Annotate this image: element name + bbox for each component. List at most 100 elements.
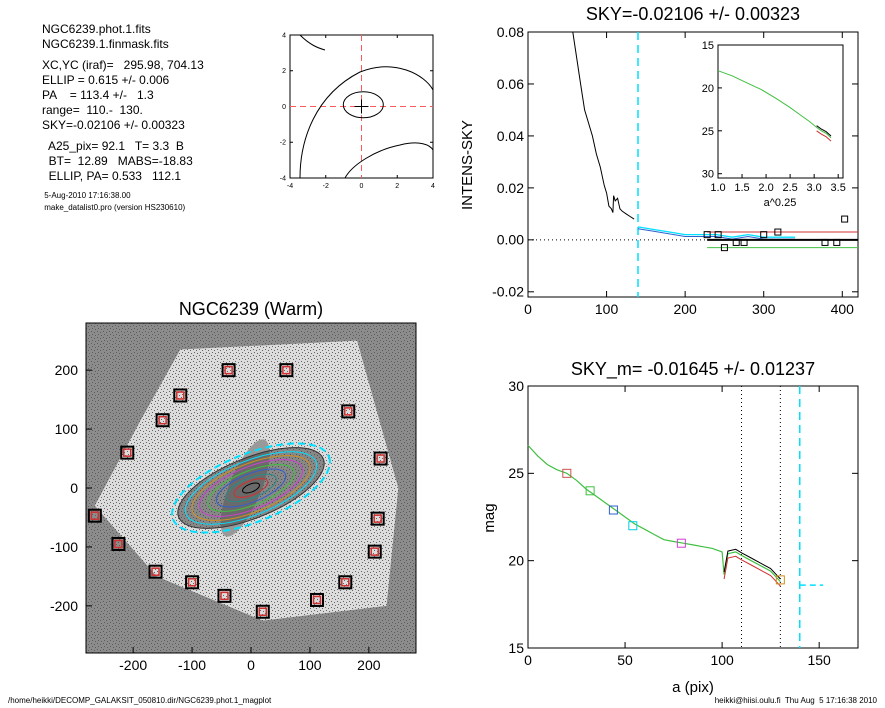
sky-box-marker bbox=[148, 564, 163, 579]
info-bt: BT= 12.89 MABS=-18.83 bbox=[42, 154, 193, 168]
isophote-ring bbox=[215, 468, 287, 508]
inset-frame bbox=[717, 44, 844, 179]
sky-title: SKY=-0.02106 +/- 0.00323 bbox=[586, 4, 800, 24]
contour-ytick-label: -2 bbox=[280, 140, 286, 147]
inset-xtick-label: 3.0 bbox=[807, 182, 822, 194]
mag-xtick-label: 0 bbox=[524, 652, 532, 668]
sky-box-marker-inner bbox=[187, 578, 197, 587]
isophote-ring bbox=[225, 473, 277, 503]
inset-xtick-label: 1.0 bbox=[710, 182, 725, 194]
sky-point bbox=[774, 228, 782, 236]
info-sky: SKY=-0.02106 +/- 0.00323 bbox=[42, 118, 185, 132]
contour-xtick-label: 0 bbox=[360, 183, 364, 190]
info-ellip-pa: ELLIP, PA= 0.533 112.1 bbox=[42, 169, 182, 183]
sky-box-marker-inner bbox=[224, 365, 233, 375]
mag-curve-red bbox=[723, 555, 781, 587]
sky-box-marker-inner bbox=[373, 514, 382, 523]
sky-box-marker-inner bbox=[90, 511, 100, 520]
isophote-ring bbox=[233, 478, 269, 498]
sky-box-marker bbox=[341, 404, 356, 419]
mag-marker bbox=[676, 538, 686, 548]
sky-xtick-label: 0 bbox=[524, 301, 532, 317]
inset-ytick-label: 20 bbox=[702, 83, 714, 95]
sky-box-marker bbox=[111, 536, 126, 551]
inset-ytick-label: 25 bbox=[702, 126, 714, 138]
sky-ytick-label: 0.00 bbox=[497, 232, 524, 248]
sky-xtick-label: 400 bbox=[831, 301, 855, 317]
mag-curve bbox=[527, 444, 781, 583]
sky-box-marker bbox=[310, 592, 324, 607]
sky-box-marker-inner bbox=[282, 365, 291, 375]
sky-box-marker-inner bbox=[151, 567, 160, 576]
sky-box-marker-inner bbox=[312, 595, 322, 605]
footer-host: heikki@hiisi.oulu.fi Thu Aug 5 17:16:38 … bbox=[714, 696, 877, 705]
inset-xtick-label: 1.5 bbox=[734, 182, 749, 194]
info-center: XC,YC (iraf)= 295.98, 704.13 bbox=[42, 58, 204, 72]
info-range: range= 110.- 130. bbox=[42, 103, 143, 117]
contour-ytick-label: 2 bbox=[282, 68, 286, 75]
inset-curve bbox=[717, 70, 832, 139]
sky-xtick-label: 100 bbox=[595, 301, 619, 317]
sky-box-marker-inner bbox=[114, 539, 123, 549]
mag-marker bbox=[628, 521, 638, 531]
mag-marker bbox=[775, 575, 785, 585]
sky-point bbox=[740, 238, 748, 246]
mag-ytick-label: 30 bbox=[508, 378, 524, 394]
image-ytick-label: -200 bbox=[50, 598, 78, 614]
sky-xtick-label: 200 bbox=[673, 301, 697, 317]
sky-point bbox=[821, 238, 829, 246]
mag-curve-black bbox=[723, 548, 781, 580]
mag-ytick-label: 25 bbox=[508, 465, 524, 481]
info-maskname: NGC6239.1.finmask.fits bbox=[42, 37, 169, 51]
contour-xtick-label: -2 bbox=[323, 183, 329, 190]
mag-ytick-label: 20 bbox=[508, 553, 524, 569]
contour-ytick-label: -4 bbox=[280, 175, 286, 182]
sky-ytick-label: 0.04 bbox=[497, 128, 524, 144]
contour-lower bbox=[344, 142, 434, 179]
image-xtick-label: 0 bbox=[247, 657, 255, 673]
inset-xlabel: a^0.25 bbox=[764, 197, 797, 209]
footer-path: /home/heikki/DECOMP_GALAKSIT_050810.dir/… bbox=[8, 696, 272, 705]
isophote-ring bbox=[191, 455, 311, 521]
info-date: 5-Aug-2010 17:16:38.00 bbox=[42, 191, 131, 200]
isophote-ring bbox=[207, 464, 295, 512]
sky-box-marker-inner bbox=[370, 547, 379, 556]
isophote-ring bbox=[242, 482, 260, 494]
sky-point bbox=[833, 238, 841, 246]
contour-corner bbox=[299, 34, 326, 51]
sky-outer-profile bbox=[637, 226, 796, 238]
contour-inner bbox=[342, 91, 384, 119]
sky-box-marker bbox=[221, 363, 236, 378]
sky-point bbox=[841, 215, 849, 223]
info-filename: NGC6239.phot.1.fits bbox=[42, 22, 151, 36]
mag-marker bbox=[562, 468, 572, 478]
mag-marker bbox=[585, 486, 595, 496]
contour-outer bbox=[299, 66, 434, 179]
image-title: NGC6239 (Warm) bbox=[179, 299, 323, 319]
sky-box-marker bbox=[87, 508, 102, 523]
image-ytick-label: -100 bbox=[50, 539, 78, 555]
contour-ytick-label: 4 bbox=[282, 32, 286, 39]
sky-point bbox=[703, 231, 711, 239]
contour-xtick-label: -4 bbox=[287, 183, 293, 190]
sky-box-marker-inner bbox=[176, 391, 185, 400]
mag-ylabel: mag bbox=[481, 503, 498, 532]
isophote-ring bbox=[177, 447, 325, 529]
sky-box-marker-inner bbox=[376, 454, 385, 463]
sky-ytick-label: 0.06 bbox=[497, 76, 524, 92]
inset-xtick-label: 3.5 bbox=[831, 182, 846, 194]
mag-xtick-label: 100 bbox=[710, 652, 734, 668]
sky-frame bbox=[527, 31, 859, 298]
inset-ytick-label: 15 bbox=[702, 40, 714, 52]
inset-curve-red bbox=[816, 130, 832, 142]
sky-ytick-label: 0.02 bbox=[497, 180, 524, 196]
sky-ytick-label: 0.08 bbox=[497, 24, 524, 40]
mag-xlabel: a (pix) bbox=[672, 679, 714, 696]
sky-box-marker-inner bbox=[341, 578, 350, 587]
isophote-ring bbox=[198, 459, 304, 517]
mag-xtick-label: 50 bbox=[617, 652, 633, 668]
image-ytick-label: 200 bbox=[55, 362, 79, 378]
sky-box-marker bbox=[338, 575, 353, 590]
sky-box-marker bbox=[373, 451, 388, 466]
